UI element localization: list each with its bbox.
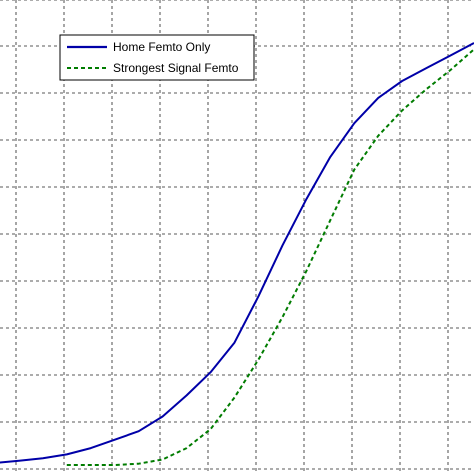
legend-label-home-femto-only: Home Femto Only [113,40,210,54]
series-layer [0,42,474,466]
series-line-strongest-signal-femto [66,48,474,466]
legend: Home Femto Only Strongest Signal Femto [59,34,255,81]
legend-box [59,34,255,81]
legend-label-strongest-signal-femto: Strongest Signal Femto [113,61,239,75]
series-line-home-femto-only [0,42,474,464]
